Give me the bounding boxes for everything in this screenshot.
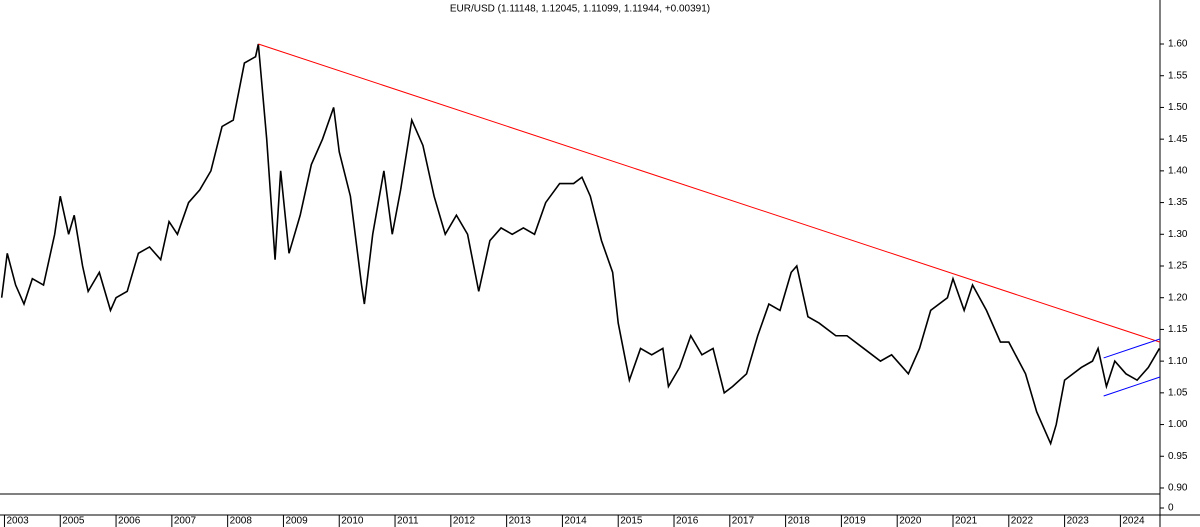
y-tick-label: 1.20 — [1168, 292, 1188, 303]
x-tick-label: 2010 — [341, 516, 364, 527]
x-tick-label: 2012 — [453, 516, 476, 527]
y-tick-label: 1.55 — [1168, 70, 1188, 81]
indicator-tick-label: 0 — [1168, 503, 1174, 514]
x-tick-label: 2021 — [955, 516, 978, 527]
trendline — [1103, 376, 1161, 397]
x-tick-label: 2015 — [620, 516, 643, 527]
x-tick-label: 2018 — [788, 516, 811, 527]
x-tick-label: 2016 — [676, 516, 699, 527]
x-tick-label: 2017 — [732, 516, 755, 527]
y-tick-label: 1.15 — [1168, 324, 1188, 335]
x-tick-label: 2024 — [1122, 516, 1145, 527]
x-tick-label: 2005 — [62, 516, 85, 527]
x-tick-label: 2023 — [1067, 516, 1090, 527]
y-tick-label: 1.40 — [1168, 166, 1188, 177]
x-tick-label: 2006 — [118, 516, 141, 527]
y-tick-label: 1.00 — [1168, 419, 1188, 430]
x-tick-label: 2011 — [397, 516, 419, 527]
x-tick-label: 2007 — [174, 516, 197, 527]
y-tick-label: 0.90 — [1168, 483, 1188, 494]
y-tick-label: 0.95 — [1168, 451, 1188, 462]
y-tick-label: 1.30 — [1168, 229, 1188, 240]
chart-title: EUR/USD (1.11148, 1.12045, 1.11099, 1.11… — [450, 4, 710, 15]
x-tick-label: 2022 — [1011, 516, 1034, 527]
x-tick-label: 2009 — [285, 516, 308, 527]
y-tick-label: 1.50 — [1168, 102, 1188, 113]
trendline — [1103, 338, 1161, 359]
x-tick-label: 2013 — [509, 516, 532, 527]
x-tick-label: 2019 — [843, 516, 866, 527]
x-tick-label: 2014 — [564, 516, 587, 527]
x-tick-label: 2020 — [899, 516, 922, 527]
y-tick-label: 1.25 — [1168, 261, 1188, 272]
y-tick-label: 1.45 — [1168, 134, 1188, 145]
x-tick-label: 2003 — [6, 516, 29, 527]
trendline — [258, 43, 1161, 343]
x-tick-label: 2008 — [230, 516, 253, 527]
y-tick-label: 1.05 — [1168, 387, 1188, 398]
y-tick-label: 1.35 — [1168, 197, 1188, 208]
y-tick-label: 1.60 — [1168, 39, 1188, 50]
price-line — [0, 43, 1161, 446]
y-tick-label: 1.10 — [1168, 356, 1188, 367]
